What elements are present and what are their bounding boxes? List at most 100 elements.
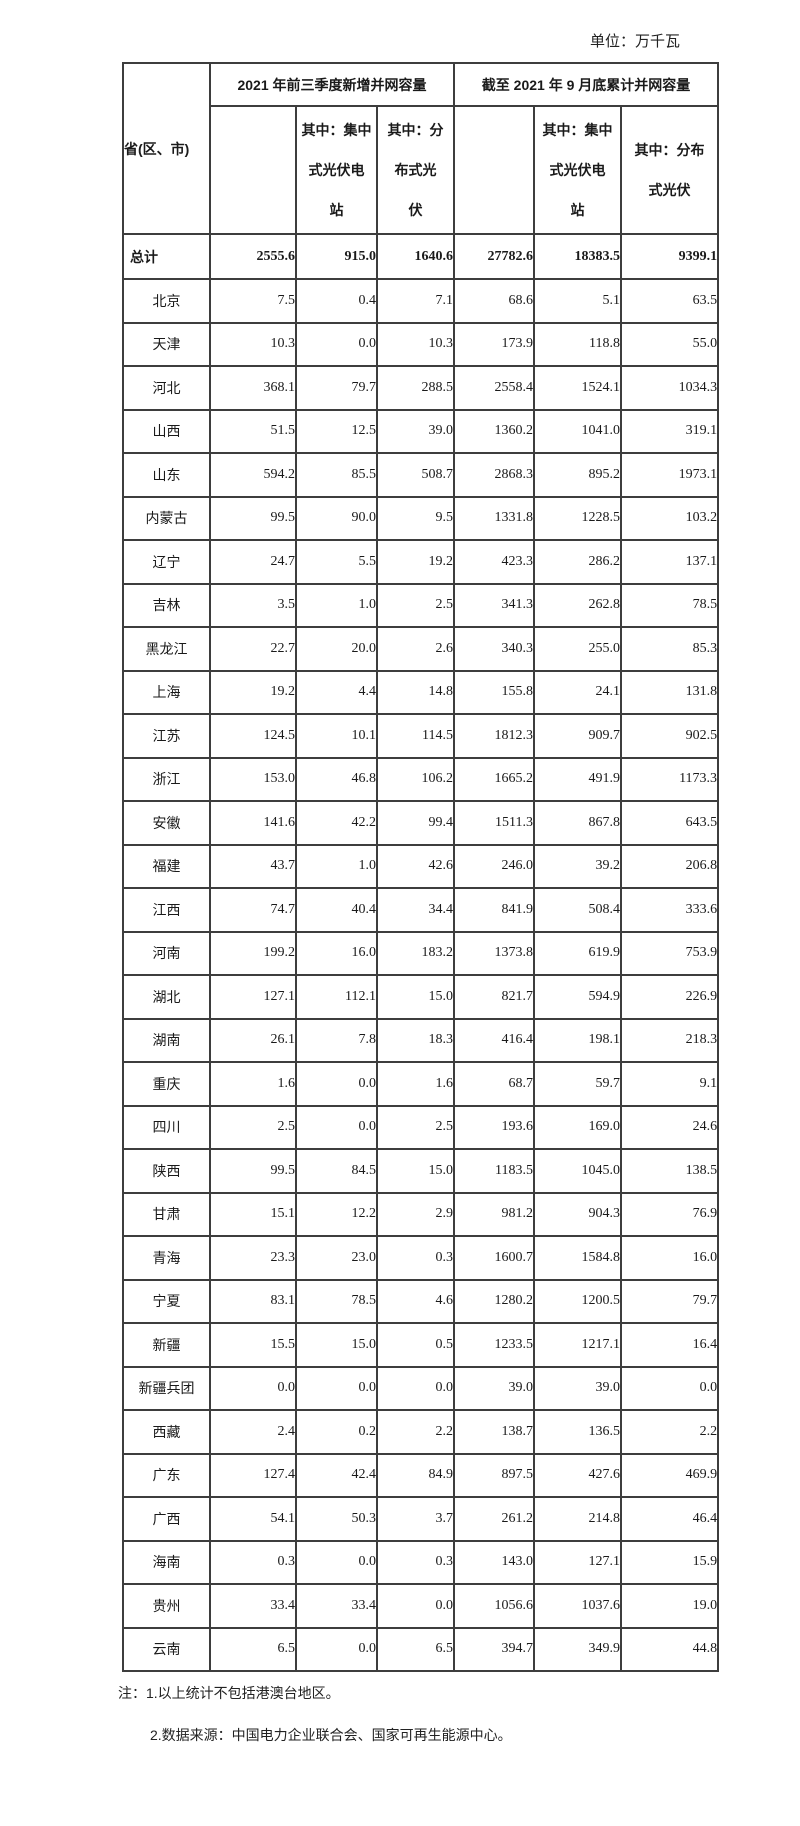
province-cell: 江苏 <box>122 713 211 759</box>
value-cell: 24.1 <box>533 669 623 715</box>
value-cell: 15.0 <box>375 974 456 1020</box>
value-cell: 0.5 <box>375 1322 456 1368</box>
table-row: 江西 74.7 40.4 34.4 841.9 508.4 333.6 <box>122 887 720 933</box>
value-cell: 2.4 <box>209 1409 297 1455</box>
province-cell: 天津 <box>122 321 211 367</box>
province-cell: 陕西 <box>122 1148 211 1194</box>
table-row: 山东 594.2 85.5 508.7 2868.3 895.2 1973.1 <box>122 452 720 498</box>
value-cell: 10.3 <box>209 321 297 367</box>
value-cell: 1045.0 <box>533 1148 623 1194</box>
pv-capacity-table: 省(区、市) 2021 年前三季度新增并网容量 截至 2021 年 9 月底累计… <box>122 62 720 1672</box>
value-cell: 63.5 <box>620 278 720 324</box>
note-1: 注：1.以上统计不包括港澳台地区。 <box>118 1685 340 1701</box>
value-cell: 2868.3 <box>453 452 536 498</box>
value-cell: 15.9 <box>620 1539 720 1585</box>
value-cell: 491.9 <box>533 756 623 802</box>
value-cell: 141.6 <box>209 800 297 846</box>
value-cell: 138.7 <box>453 1409 536 1455</box>
value-cell: 1331.8 <box>453 495 536 541</box>
value-cell: 15.1 <box>209 1191 297 1237</box>
value-cell: 46.4 <box>620 1496 720 1542</box>
table-row: 安徽 141.6 42.2 99.4 1511.3 867.8 643.5 <box>122 800 720 846</box>
value-cell: 288.5 <box>375 365 456 411</box>
value-cell: 0.3 <box>209 1539 297 1585</box>
value-cell: 594.2 <box>209 452 297 498</box>
value-cell: 9.1 <box>620 1061 720 1107</box>
province-cell: 河北 <box>122 365 211 411</box>
value-cell: 340.3 <box>453 626 536 672</box>
value-cell: 42.4 <box>295 1452 378 1498</box>
value-cell: 821.7 <box>453 974 536 1020</box>
value-cell: 0.0 <box>295 1539 378 1585</box>
value-cell: 508.4 <box>533 887 623 933</box>
value-cell: 85.5 <box>295 452 378 498</box>
value-cell: 2555.6 <box>209 233 297 280</box>
province-cell: 江西 <box>122 887 211 933</box>
value-cell: 0.0 <box>295 1061 378 1107</box>
table-row: 吉林 3.5 1.0 2.5 341.3 262.8 78.5 <box>122 582 720 628</box>
value-cell: 83.1 <box>209 1278 297 1324</box>
table-row: 重庆 1.6 0.0 1.6 68.7 59.7 9.1 <box>122 1061 720 1107</box>
value-cell: 23.0 <box>295 1235 378 1281</box>
value-cell: 0.0 <box>295 321 378 367</box>
value-cell: 22.7 <box>209 626 297 672</box>
value-cell: 16.4 <box>620 1322 720 1368</box>
subheader-cumulative-centralized: 其中：集中 式光伏电 站 <box>533 105 623 235</box>
group-header-cumulative-capacity: 截至 2021 年 9 月底累计并网容量 <box>453 62 720 107</box>
value-cell: 76.9 <box>620 1191 720 1237</box>
value-cell: 127.4 <box>209 1452 297 1498</box>
value-cell: 423.3 <box>453 539 536 585</box>
value-cell: 909.7 <box>533 713 623 759</box>
value-cell: 15.5 <box>209 1322 297 1368</box>
value-cell: 42.2 <box>295 800 378 846</box>
value-cell: 103.2 <box>620 495 720 541</box>
value-cell: 469.9 <box>620 1452 720 1498</box>
value-cell: 16.0 <box>620 1235 720 1281</box>
value-cell: 1511.3 <box>453 800 536 846</box>
value-cell: 1640.6 <box>375 233 456 280</box>
value-cell: 394.7 <box>453 1626 536 1672</box>
value-cell: 214.8 <box>533 1496 623 1542</box>
value-cell: 79.7 <box>295 365 378 411</box>
value-cell: 90.0 <box>295 495 378 541</box>
value-cell: 19.2 <box>375 539 456 585</box>
value-cell: 1173.3 <box>620 756 720 802</box>
value-cell: 0.3 <box>375 1235 456 1281</box>
value-cell: 74.7 <box>209 887 297 933</box>
value-cell: 0.0 <box>295 1104 378 1150</box>
value-cell: 206.8 <box>620 843 720 889</box>
table-row: 河南 199.2 16.0 183.2 1373.8 619.9 753.9 <box>122 930 720 976</box>
value-cell: 1973.1 <box>620 452 720 498</box>
table-row: 青海 23.3 23.0 0.3 1600.7 1584.8 16.0 <box>122 1235 720 1281</box>
value-cell: 2.5 <box>209 1104 297 1150</box>
value-cell: 753.9 <box>620 930 720 976</box>
table-row: 新疆 15.5 15.0 0.5 1233.5 1217.1 16.4 <box>122 1322 720 1368</box>
value-cell: 44.8 <box>620 1626 720 1672</box>
value-cell: 137.1 <box>620 539 720 585</box>
value-cell: 193.6 <box>453 1104 536 1150</box>
value-cell: 2.2 <box>375 1409 456 1455</box>
value-cell: 39.0 <box>453 1365 536 1411</box>
value-cell: 6.5 <box>209 1626 297 1672</box>
value-cell: 2558.4 <box>453 365 536 411</box>
value-cell: 2.5 <box>375 1104 456 1150</box>
group-header-new-capacity: 2021 年前三季度新增并网容量 <box>208 62 456 107</box>
value-cell: 226.9 <box>620 974 720 1020</box>
value-cell: 18.3 <box>375 1017 456 1063</box>
value-cell: 183.2 <box>375 930 456 976</box>
value-cell: 118.8 <box>533 321 623 367</box>
value-cell: 0.0 <box>375 1365 456 1411</box>
province-cell: 北京 <box>122 278 211 324</box>
value-cell: 2.5 <box>375 582 456 628</box>
province-cell: 西藏 <box>122 1409 211 1455</box>
value-cell: 867.8 <box>533 800 623 846</box>
value-cell: 3.7 <box>375 1496 456 1542</box>
value-cell: 34.4 <box>375 887 456 933</box>
value-cell: 43.7 <box>209 843 297 889</box>
province-cell: 广西 <box>122 1496 211 1542</box>
corner-header: 省(区、市) <box>122 62 211 235</box>
total-label-cell: 总计 <box>122 233 211 280</box>
value-cell: 39.0 <box>533 1365 623 1411</box>
value-cell: 24.7 <box>209 539 297 585</box>
value-cell: 0.0 <box>375 1583 456 1629</box>
